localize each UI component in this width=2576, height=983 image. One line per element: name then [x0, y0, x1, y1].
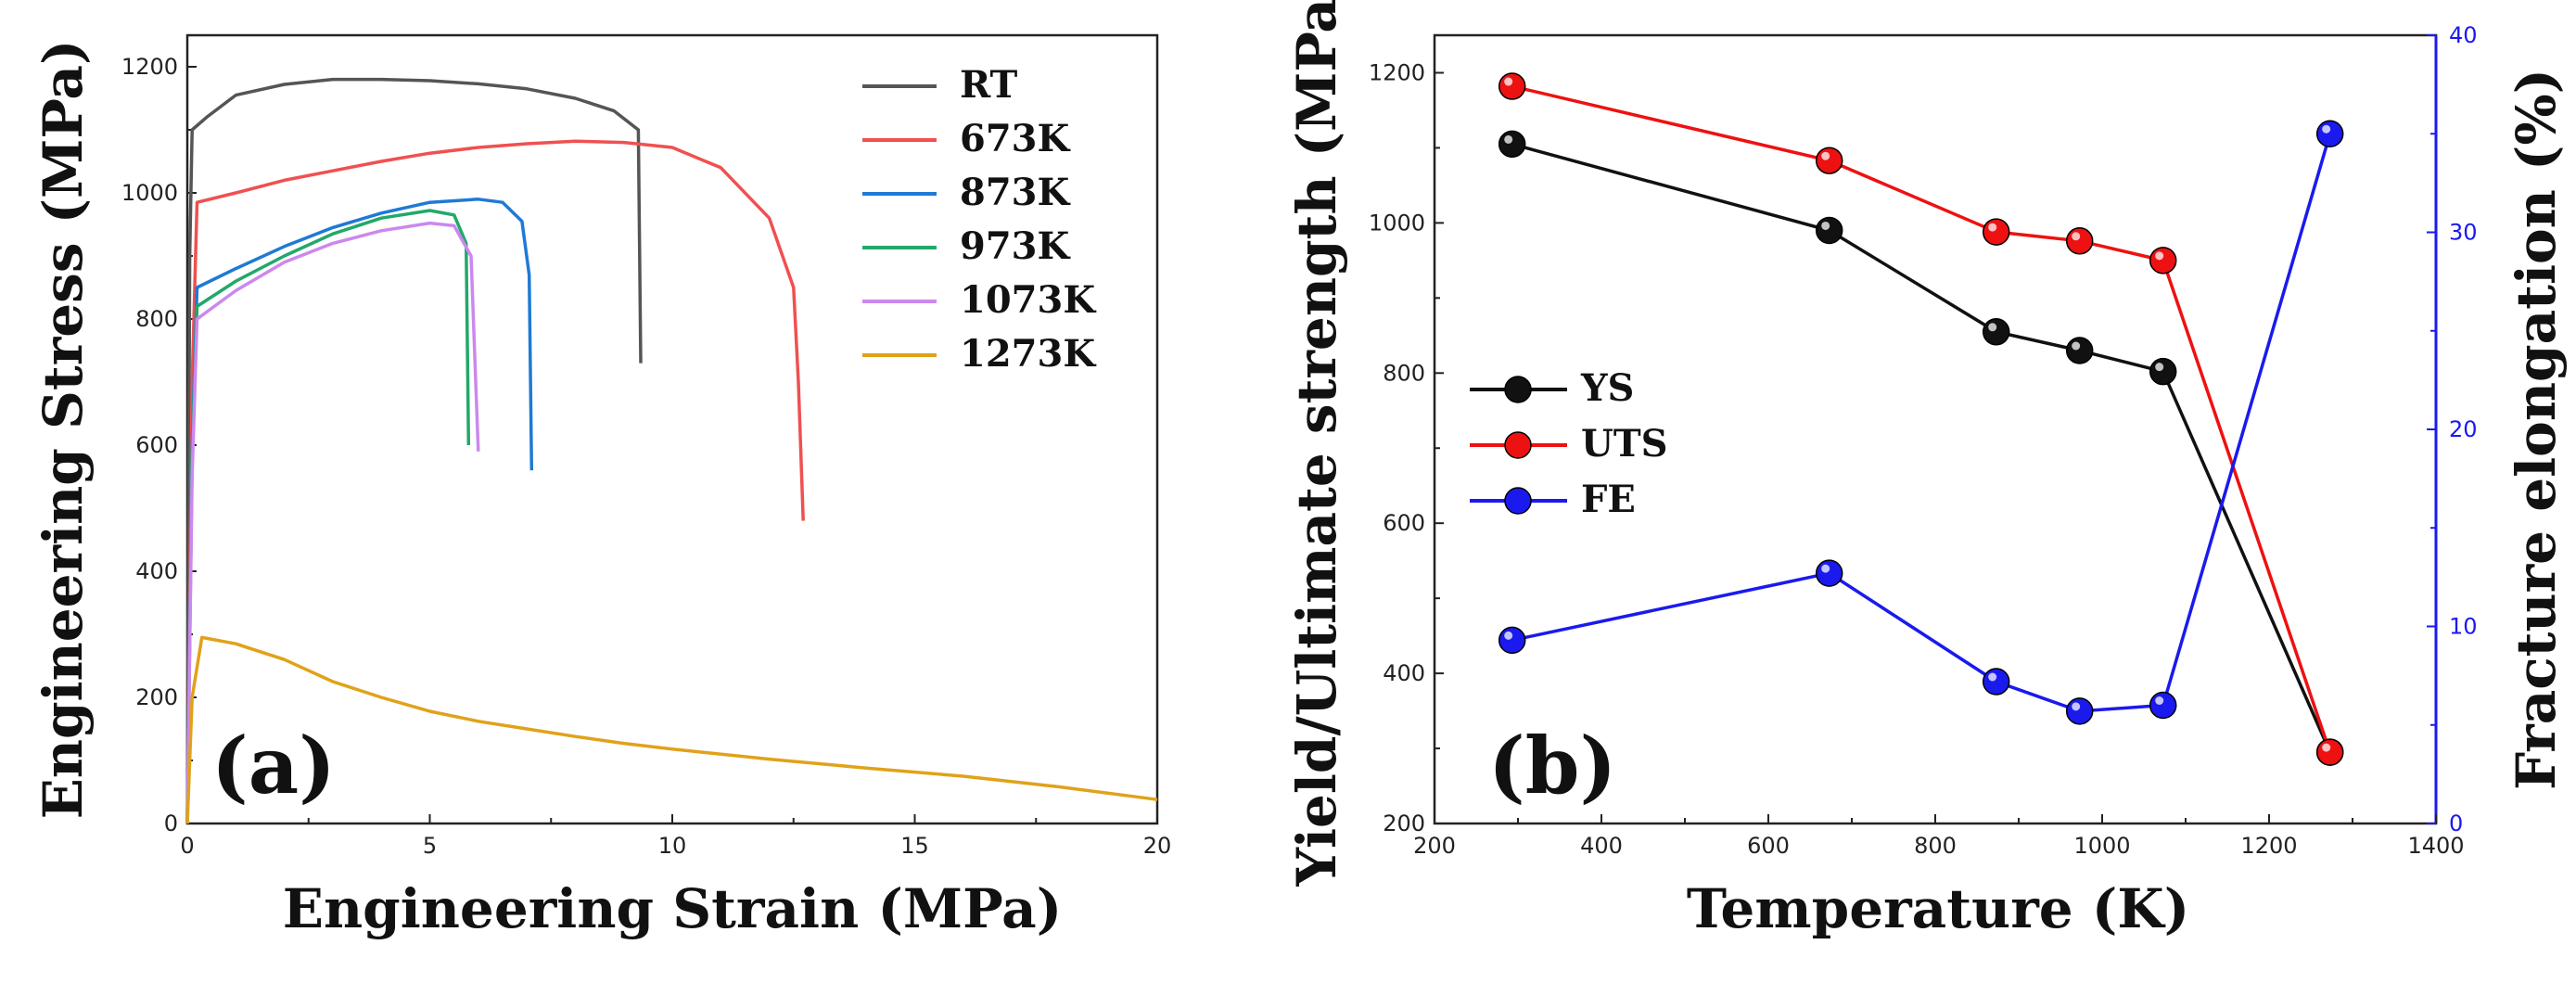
legend-label-ys: YS	[1580, 366, 1634, 410]
data-point-highlight	[2155, 696, 2164, 705]
data-point-highlight	[1988, 323, 1997, 332]
y-tick-label: 800	[135, 306, 178, 332]
series-line-1073k	[185, 221, 480, 824]
data-point-highlight	[2072, 232, 2081, 241]
panel-b-chart: 200 400 600 800 1000 1200 14002004006008001000…	[1285, 0, 2568, 940]
data-point-uts	[1815, 147, 1843, 174]
data-point-highlight	[1988, 223, 1997, 232]
data-point-highlight	[2155, 363, 2164, 372]
y-tick-label: 800	[1383, 360, 1425, 386]
data-point-ys	[2149, 357, 2177, 386]
data-point-uts	[2065, 227, 2094, 255]
x-tick-label: 400	[1580, 833, 1623, 859]
x-tick-label: 5	[423, 833, 437, 859]
data-point-highlight	[2322, 124, 2331, 134]
series-line-fe	[1511, 133, 2332, 713]
y-tick-label: 400	[1383, 660, 1425, 686]
legend-marker-fe	[1504, 487, 1532, 515]
data-point-fe	[1498, 626, 1526, 655]
series-line-1273k	[185, 635, 1158, 824]
data-point-highlight	[1504, 631, 1513, 640]
panel-b-x-axis-title: Temperature (K)	[1687, 877, 2189, 940]
x-tick-label: 200	[1413, 833, 1456, 859]
panel-b-label: (b)	[1488, 720, 1616, 811]
legend-label-1073k: 1073K	[960, 278, 1096, 322]
y-tick-label: 1200	[1369, 59, 1425, 85]
panel-a-label: (a)	[211, 720, 336, 811]
legend-marker-uts	[1504, 431, 1532, 459]
data-point-highlight	[2322, 743, 2331, 752]
data-point-fe	[2315, 120, 2344, 147]
legend-label-fe: FE	[1581, 478, 1636, 521]
y-tick-label: 0	[164, 811, 178, 836]
legend-label-rt: RT	[960, 63, 1018, 107]
data-point-uts	[1982, 218, 2010, 246]
x-tick-label: 600	[1747, 833, 1790, 859]
y-tick-label: 600	[135, 432, 178, 458]
x-tick-label: 800	[1914, 833, 1957, 859]
x-tick-label: 10	[658, 833, 687, 859]
y2-tick-label: 40	[2449, 22, 2478, 48]
panel-a-x-axis-title: Engineering Strain (MPa)	[283, 877, 1062, 940]
y2-tick-label: 20	[2449, 416, 2478, 442]
data-point-uts	[2315, 738, 2344, 766]
data-point-ys	[1982, 318, 2010, 346]
data-point-fe	[1982, 668, 2010, 696]
legend-marker-ys	[1504, 376, 1532, 403]
data-point-highlight	[2155, 251, 2164, 261]
y2-tick-label: 30	[2449, 220, 2478, 246]
x-tick-label: 1000	[2073, 833, 2130, 859]
data-point-fe	[1815, 559, 1843, 587]
data-point-highlight	[1821, 151, 1830, 160]
legend-label-873k: 873K	[960, 171, 1070, 214]
data-point-highlight	[1821, 564, 1830, 573]
series-line-rt	[185, 77, 643, 824]
data-point-highlight	[1504, 77, 1513, 86]
x-tick-label: 0	[180, 833, 194, 859]
data-point-highlight	[1988, 672, 1997, 682]
data-point-highlight	[2072, 341, 2081, 351]
legend-label-1273k: 1273K	[960, 332, 1096, 376]
y-tick-label: 600	[1383, 510, 1425, 536]
legend-label-673k: 673K	[960, 117, 1070, 160]
data-point-uts	[2149, 247, 2177, 274]
y-tick-label: 200	[135, 684, 178, 710]
data-point-ys	[1815, 216, 1843, 245]
y2-tick-label: 0	[2449, 811, 2463, 836]
series-line-ys	[1511, 142, 2332, 753]
panel-b-y-axis-title: Yield/Ultimate strength (MPa)	[1285, 0, 1348, 887]
data-point-uts	[1498, 72, 1526, 100]
y-tick-label: 1000	[121, 180, 178, 206]
data-point-highlight	[1504, 134, 1513, 144]
panel-a-y-axis-title: Engineering Stress (MPa)	[32, 40, 95, 820]
panel-b-y2-axis-title: Fracture elongation (%)	[2505, 69, 2568, 790]
legend-label-uts: UTS	[1581, 422, 1668, 466]
y2-tick-label: 10	[2449, 614, 2478, 640]
data-point-fe	[2149, 691, 2177, 720]
series-line-673k	[185, 139, 805, 824]
series-line-873k	[185, 198, 534, 824]
y-tick-label: 400	[135, 558, 178, 584]
data-point-highlight	[1821, 221, 1830, 230]
series-line-uts	[1511, 84, 2332, 753]
y-tick-label: 200	[1383, 811, 1425, 836]
y-tick-label: 1000	[1369, 210, 1425, 236]
data-point-ys	[1498, 130, 1526, 159]
data-point-ys	[2065, 337, 2094, 364]
y-tick-label: 1200	[121, 54, 178, 80]
x-tick-label: 15	[900, 833, 929, 859]
data-point-fe	[2065, 697, 2094, 725]
x-tick-label: 1400	[2407, 833, 2464, 859]
data-point-highlight	[2072, 702, 2081, 711]
x-tick-label: 1200	[2240, 833, 2297, 859]
x-tick-label: 20	[1143, 833, 1172, 859]
legend-label-973k: 973K	[960, 224, 1070, 268]
